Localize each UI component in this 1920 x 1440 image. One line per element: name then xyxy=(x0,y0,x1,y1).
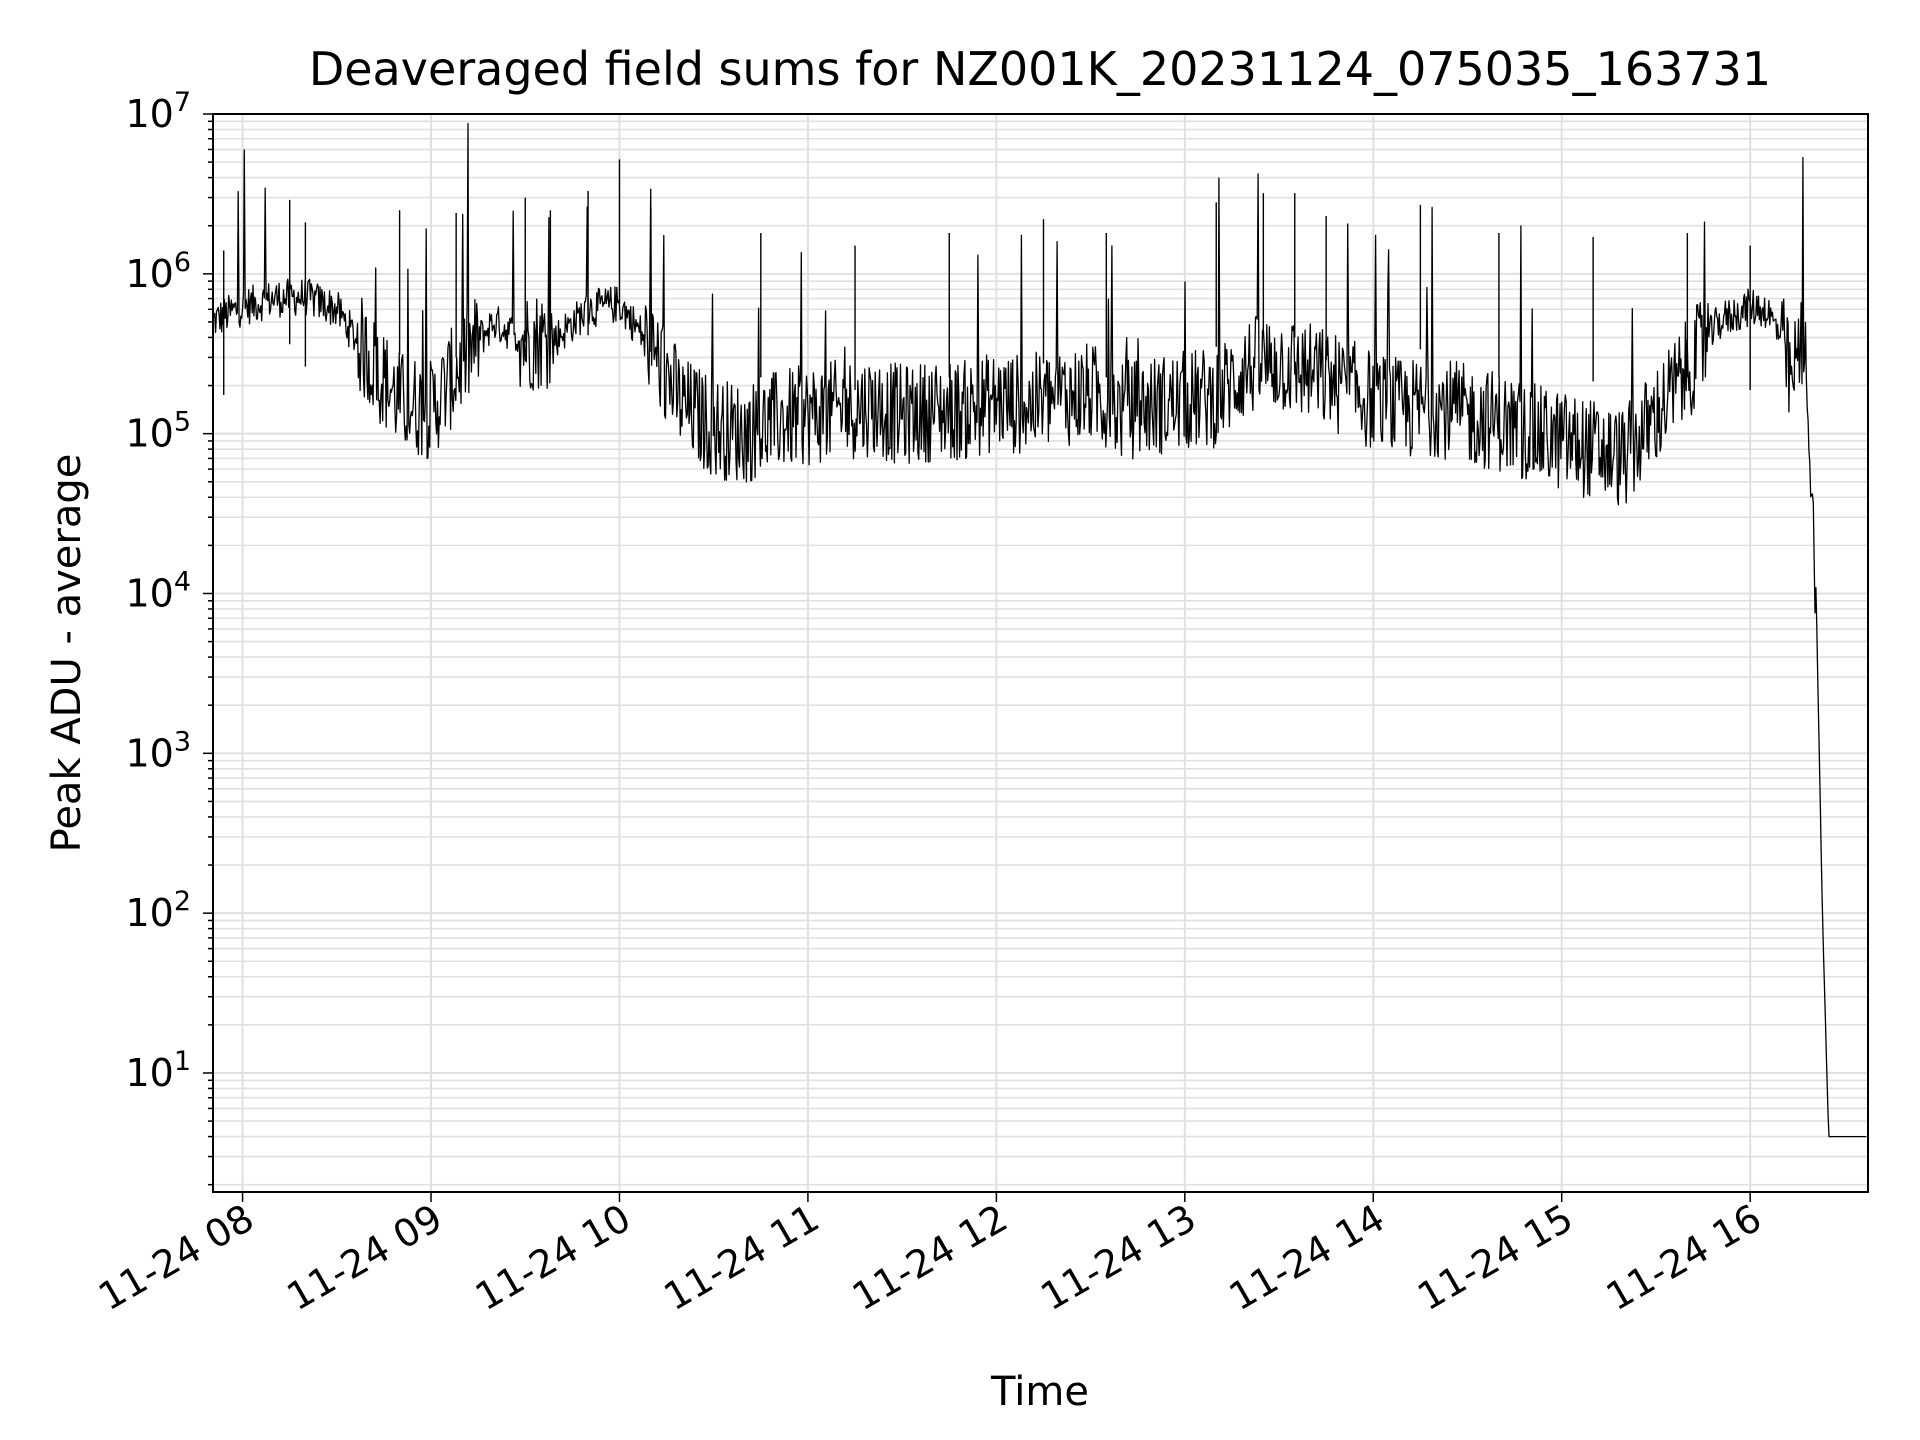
chart-title: Deaveraged field sums for NZ001K_2023112… xyxy=(309,42,1771,96)
y-tick-base: 10 xyxy=(125,891,173,935)
y-tick-label: 101 xyxy=(125,1046,191,1095)
series-line xyxy=(212,123,1867,1138)
y-tick-base: 10 xyxy=(125,252,173,296)
y-tick-exponent: 1 xyxy=(174,1046,191,1077)
x-axis-label: Time xyxy=(990,1369,1089,1415)
y-tick-label: 103 xyxy=(125,726,191,775)
y-tick-exponent: 7 xyxy=(174,87,191,118)
y-tick-base: 10 xyxy=(125,571,173,615)
y-tick-label: 105 xyxy=(125,407,191,456)
axes-frame xyxy=(212,113,1869,1193)
y-tick-label: 104 xyxy=(125,566,191,615)
grid xyxy=(213,113,1868,1192)
y-tick-label: 102 xyxy=(125,886,191,935)
y-axis-label: Peak ADU - average xyxy=(44,454,90,853)
y-tick-exponent: 5 xyxy=(174,407,191,438)
plot-area xyxy=(212,123,1867,1138)
y-tick-exponent: 4 xyxy=(174,566,191,597)
y-tick-base: 10 xyxy=(125,92,173,136)
y-tick-base: 10 xyxy=(125,1051,173,1095)
y-tick-exponent: 6 xyxy=(174,247,191,278)
y-tick-exponent: 2 xyxy=(174,886,191,917)
y-tick-base: 10 xyxy=(125,412,173,456)
y-tick-exponent: 3 xyxy=(174,726,191,757)
y-tick-label: 106 xyxy=(125,247,191,296)
y-tick-label: 107 xyxy=(125,87,191,136)
y-tick-base: 10 xyxy=(125,731,173,775)
